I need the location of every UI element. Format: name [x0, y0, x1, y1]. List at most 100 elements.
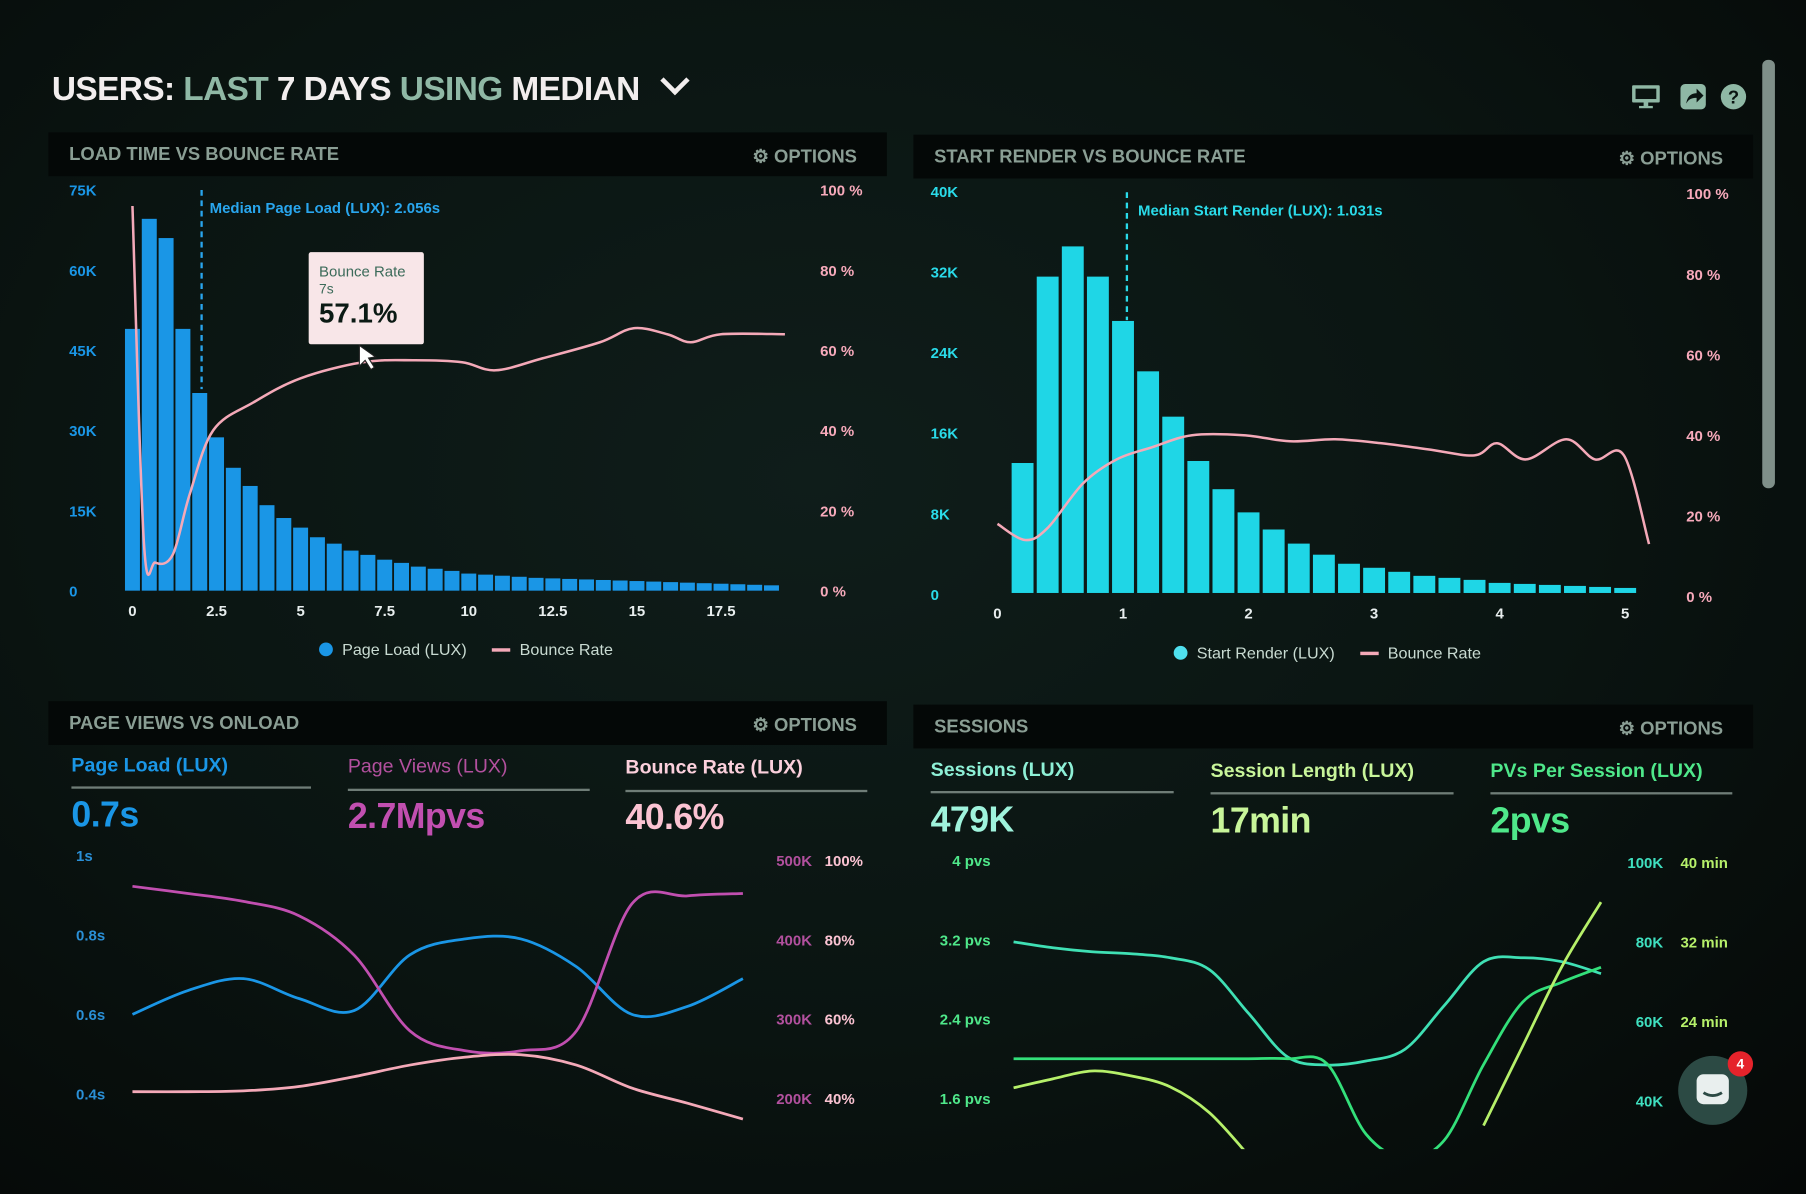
tick-label: 5	[1621, 605, 1629, 622]
tick-label: 0	[931, 587, 939, 604]
histogram-bar	[1388, 571, 1411, 593]
tick-label: 40%	[825, 1091, 855, 1108]
panel-header-sessions: SESSIONS ⚙ OPTIONS	[913, 704, 1754, 749]
tick-label: 2	[1244, 605, 1252, 622]
histogram-bar	[595, 579, 611, 591]
metric-label: Page Views (LUX)	[347, 755, 508, 778]
divider	[930, 791, 1174, 794]
chat-icon	[1696, 1074, 1729, 1105]
series-line	[132, 1052, 744, 1121]
monitor-icon[interactable]	[1631, 83, 1661, 111]
histogram-bar	[1086, 276, 1109, 593]
legend-swatch	[319, 642, 333, 657]
histogram-bar	[1187, 460, 1210, 593]
series-line	[1013, 1069, 1245, 1150]
panel-header-page-views: PAGE VIEWS VS ONLOAD ⚙ OPTIONS	[48, 701, 887, 745]
options-label: OPTIONS	[1640, 719, 1724, 740]
histogram-bar	[326, 543, 342, 591]
tick-label: 0.4s	[76, 1087, 105, 1104]
histogram-bar	[646, 581, 662, 591]
histogram-bar	[663, 582, 679, 591]
histogram-bar	[259, 505, 275, 591]
options-label: OPTIONS	[1640, 149, 1724, 170]
tick-label: 500K	[776, 853, 812, 870]
histogram-bar	[461, 573, 477, 591]
tick-label: 24 min	[1680, 1014, 1727, 1031]
histogram-bar	[1488, 582, 1511, 593]
page-title[interactable]: USERS: LAST 7 DAYS USING MEDIAN	[52, 65, 690, 109]
histogram-bar	[242, 485, 258, 591]
scrollbar-thumb[interactable]	[1762, 59, 1775, 489]
median-label: Median Start Render (LUX): 1.031s	[1137, 201, 1383, 219]
help-icon[interactable]: ?	[1720, 83, 1750, 111]
tick-label: 80 %	[1686, 267, 1720, 284]
histogram-bar	[1338, 563, 1360, 593]
divider	[347, 788, 590, 792]
tick-label: 1s	[76, 848, 93, 865]
legend-item[interactable]: Bounce Rate	[519, 640, 613, 659]
histogram-bar	[579, 579, 594, 591]
divider	[1490, 792, 1733, 795]
chat-button[interactable]	[1678, 1055, 1748, 1125]
tick-label: 2.4 pvs	[940, 1012, 991, 1029]
tick-label: 80K	[1636, 935, 1664, 952]
tick-label: 40 %	[1686, 428, 1720, 445]
options-button[interactable]: ⚙ OPTIONS	[752, 716, 857, 736]
tick-label: 100 %	[820, 183, 862, 200]
tick-label: 3	[1370, 605, 1378, 622]
tick-label: 100%	[825, 853, 863, 870]
tick-label: 0 %	[1686, 589, 1712, 606]
histogram-bar	[343, 550, 359, 591]
legend: Page Load (LUX) Bounce Rate	[319, 640, 613, 659]
options-button[interactable]: ⚙ OPTIONS	[1618, 719, 1724, 740]
title-using: USING	[399, 71, 503, 109]
tick-label: 0	[128, 603, 136, 620]
legend-item[interactable]: Start Render (LUX)	[1196, 643, 1335, 663]
tick-label: 7.5	[374, 603, 395, 620]
legend-swatch	[492, 647, 511, 652]
histogram-bar	[427, 568, 443, 591]
tick-label: 16K	[931, 426, 959, 443]
notification-badge: 4	[1727, 1051, 1754, 1077]
tick-label: 0	[993, 605, 1001, 622]
tick-label: 0	[69, 583, 77, 600]
tick-label: 100 %	[1686, 186, 1728, 203]
title-last: LAST	[183, 71, 269, 109]
histogram-bar	[1438, 577, 1461, 593]
metric-label: Session Length (LUX)	[1210, 759, 1414, 782]
histogram-bar	[1564, 585, 1586, 593]
options-button[interactable]: ⚙ OPTIONS	[1618, 149, 1724, 170]
histogram-bar	[612, 580, 628, 591]
histogram-bar	[293, 527, 309, 591]
tick-label: 12.5	[538, 603, 567, 620]
legend-swatch	[1360, 651, 1379, 655]
histogram-bar	[1614, 587, 1637, 593]
tick-label: 80%	[825, 932, 855, 949]
series-line	[1013, 966, 1602, 1150]
histogram-bar	[1061, 246, 1084, 593]
options-button[interactable]: ⚙ OPTIONS	[752, 147, 857, 167]
tick-label: 17.5	[706, 603, 735, 620]
histogram-bar	[360, 554, 376, 591]
tick-label: 24K	[931, 345, 959, 362]
series-line	[132, 884, 743, 1055]
histogram-bar	[1237, 512, 1260, 593]
legend-item[interactable]: Page Load (LUX)	[342, 640, 467, 659]
divider	[1210, 792, 1454, 795]
tick-label: 60 %	[820, 343, 854, 360]
tick-label: 2.5	[206, 603, 227, 620]
divider	[625, 789, 868, 793]
tick-label: 20 %	[1686, 509, 1720, 526]
share-icon[interactable]	[1679, 83, 1709, 111]
metric-label: Sessions (LUX)	[930, 758, 1075, 781]
legend-item[interactable]: Bounce Rate	[1387, 643, 1481, 663]
histogram-bar	[124, 328, 140, 591]
tick-label: 300K	[776, 1012, 812, 1029]
tick-label: 8K	[931, 506, 950, 523]
tick-label: 100K	[1627, 855, 1663, 872]
histogram-bar	[1011, 463, 1034, 593]
legend-swatch	[1173, 645, 1188, 660]
histogram-bar	[730, 584, 746, 591]
panel-title: START RENDER VS BOUNCE RATE	[934, 147, 1246, 167]
